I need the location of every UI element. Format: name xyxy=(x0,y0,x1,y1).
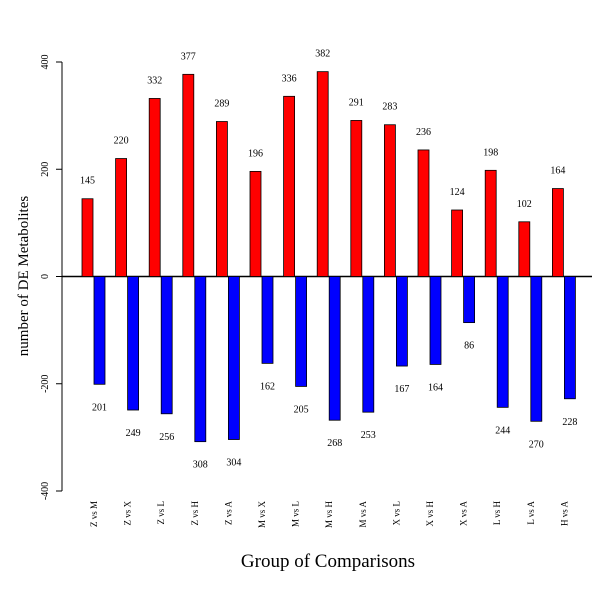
x-category-label: Z vs A xyxy=(223,501,233,526)
bar-down xyxy=(93,276,106,385)
data-label-up: 332 xyxy=(147,75,162,86)
x-category-label: M vs H xyxy=(324,501,334,529)
bar-down xyxy=(227,276,240,440)
bar-up xyxy=(552,188,564,277)
data-label-down: 244 xyxy=(495,425,510,436)
bar-up xyxy=(383,124,396,277)
data-label-up: 382 xyxy=(315,49,330,60)
x-axis-title: Group of Comparisons xyxy=(241,551,415,572)
bar-up xyxy=(115,158,127,277)
x-category-labels: Z vs M Z vs X Z vs L Z vs H Z vs A M vs X M vs… xyxy=(89,501,569,529)
y-tick-label: 0 xyxy=(40,274,51,279)
data-label-down: 308 xyxy=(193,460,208,471)
data-label-down: 162 xyxy=(260,381,275,392)
data-label-down: 256 xyxy=(159,432,174,443)
data-label-up: 377 xyxy=(181,51,196,62)
data-label-down: 86 xyxy=(464,341,474,352)
x-category-label: X vs H xyxy=(425,501,435,527)
data-label-up: 291 xyxy=(349,97,364,108)
data-label-up: 198 xyxy=(483,147,498,158)
bars xyxy=(81,71,576,443)
data-label-down: 167 xyxy=(394,384,409,395)
bar-down xyxy=(429,276,442,365)
bar-down xyxy=(463,276,476,324)
data-label-up: 220 xyxy=(114,136,129,147)
bar-down xyxy=(160,276,173,415)
bar-up xyxy=(350,120,363,277)
data-label-up: 236 xyxy=(416,127,431,138)
data-label-down: 304 xyxy=(226,458,241,469)
bar-down xyxy=(564,276,576,400)
data-label-down: 164 xyxy=(428,382,443,393)
data-label-down: 205 xyxy=(294,404,309,415)
y-axis-title: number of DE Metabolites xyxy=(16,196,32,357)
bar-down xyxy=(194,276,207,443)
y-tick-label: 400 xyxy=(40,55,51,70)
x-category-label: Z vs X xyxy=(123,501,133,526)
bar-down xyxy=(496,276,509,408)
bar-down xyxy=(127,276,139,411)
bar-up xyxy=(148,98,161,277)
bar-up xyxy=(182,73,195,277)
x-category-label: L vs H xyxy=(492,501,502,526)
data-label-down: 228 xyxy=(562,417,577,428)
bar-up xyxy=(249,170,262,277)
bar-down xyxy=(395,276,408,367)
bar-up xyxy=(451,209,464,277)
x-category-label: M vs L xyxy=(291,501,301,527)
x-category-label: M vs A xyxy=(358,501,368,528)
x-category-label: X vs L xyxy=(391,501,401,526)
bar-down xyxy=(530,276,543,422)
y-tick-label: -400 xyxy=(40,482,51,500)
x-category-label: X vs A xyxy=(459,501,469,527)
bar-up xyxy=(316,71,329,277)
data-label-up: 102 xyxy=(517,199,532,210)
bar-up xyxy=(417,149,430,277)
bar-down xyxy=(261,276,274,364)
bar-up xyxy=(484,169,497,277)
data-label-down: 249 xyxy=(126,428,141,439)
y-axis: -400 -200 0 200 400 xyxy=(40,55,63,500)
data-label-up: 196 xyxy=(248,148,263,159)
bar-down xyxy=(295,276,308,387)
y-tick-label: 200 xyxy=(40,162,51,177)
bar-up xyxy=(215,121,228,277)
y-tick-label: -200 xyxy=(40,375,51,393)
data-label-down: 253 xyxy=(361,430,376,441)
x-category-label: H vs A xyxy=(559,501,569,527)
x-category-label: Z vs L xyxy=(156,501,166,525)
x-category-label: M vs X xyxy=(257,501,267,529)
bar-up xyxy=(518,221,531,277)
x-category-label: Z vs H xyxy=(190,501,200,526)
x-category-label: L vs A xyxy=(526,501,536,525)
bar-down xyxy=(362,276,375,413)
data-label-up: 336 xyxy=(282,73,297,84)
data-label-down: 270 xyxy=(529,439,544,450)
data-label-up: 124 xyxy=(450,187,465,198)
data-label-up: 289 xyxy=(214,99,229,110)
bar-down xyxy=(328,276,341,421)
data-label-down: 268 xyxy=(327,438,342,449)
data-label-down: 201 xyxy=(92,402,107,413)
data-label-up: 283 xyxy=(382,102,397,113)
bar-up xyxy=(283,95,296,277)
x-category-label: Z vs M xyxy=(89,501,99,527)
data-labels: 145 201 220 249 332 256 377 308 289 304 196 162 336 2… xyxy=(80,49,577,471)
bar-up xyxy=(81,198,94,277)
data-label-up: 164 xyxy=(550,166,565,177)
data-label-up: 145 xyxy=(80,176,95,187)
